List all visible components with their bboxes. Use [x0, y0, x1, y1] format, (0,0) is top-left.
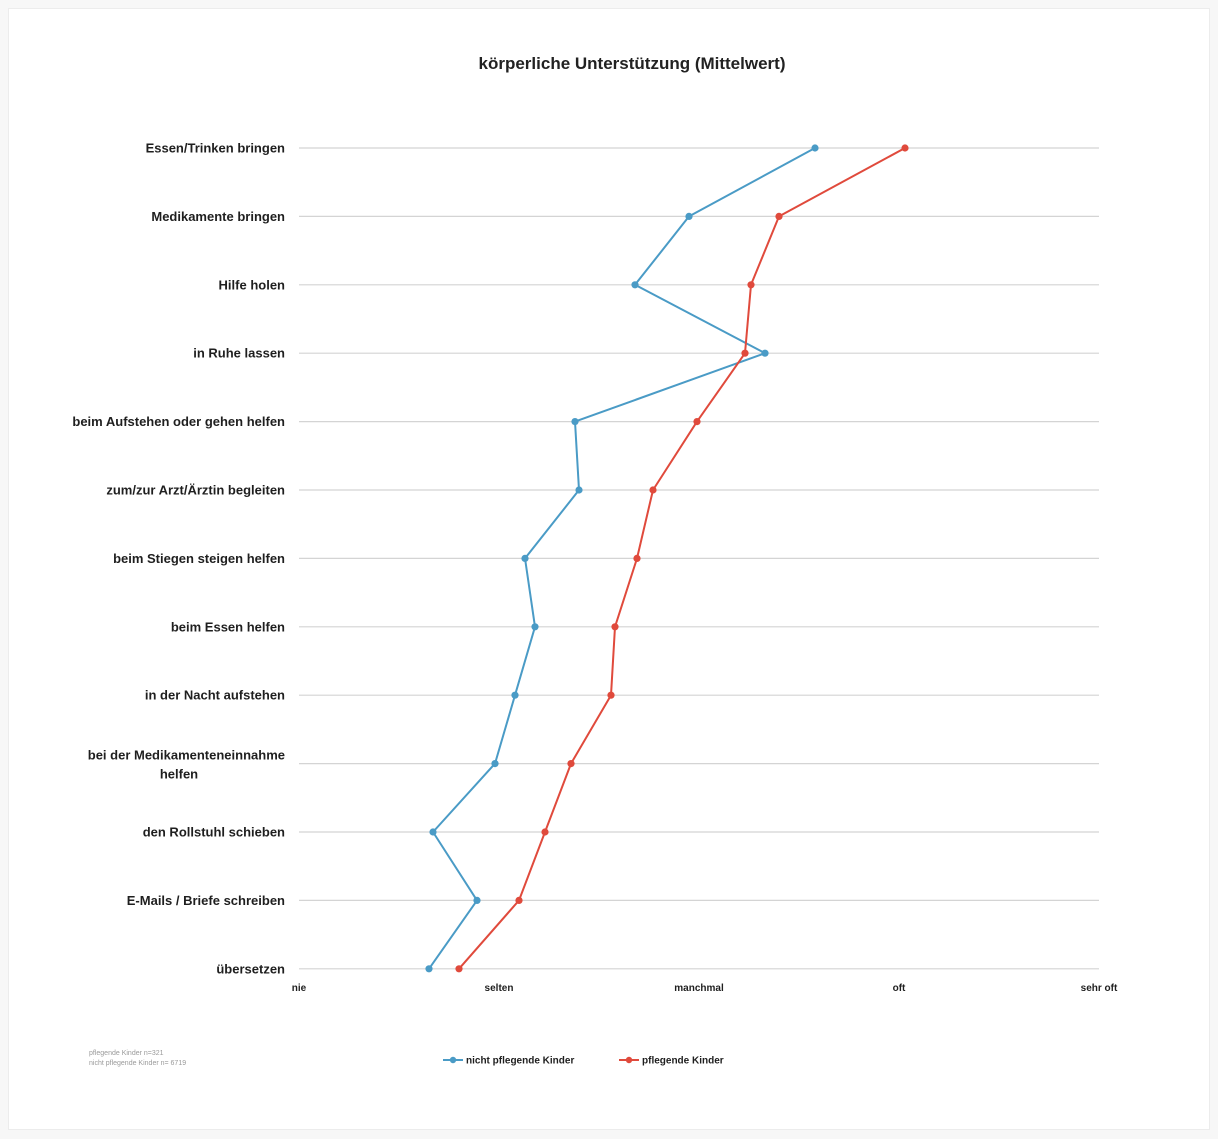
category-label: in Ruhe lassen — [193, 346, 285, 361]
data-series — [425, 144, 909, 973]
x-tick-label: sehr oft — [1081, 983, 1118, 994]
data-point — [685, 212, 693, 220]
category-label: zum/zur Arzt/Ärztin begleiten — [106, 483, 285, 498]
sample-size-text: nicht pflegende Kinder n= 6719 — [89, 1060, 186, 1067]
line-chart: körperliche Unterstützung (Mittelwert) E… — [72, 54, 1118, 1067]
data-point — [429, 828, 437, 836]
data-point — [607, 691, 615, 699]
data-point — [531, 623, 539, 631]
category-label: Essen/Trinken bringen — [146, 141, 285, 156]
data-point — [611, 623, 619, 631]
data-point — [455, 965, 463, 973]
sample-size-note: pflegende Kinder n=321 nicht pflegende Ki… — [89, 1050, 186, 1067]
chart-title: körperliche Unterstützung (Mittelwert) — [479, 54, 786, 73]
category-label: den Rollstuhl schieben — [143, 825, 285, 840]
category-label: beim Stiegen steigen helfen — [113, 551, 285, 566]
x-tick-label: selten — [485, 983, 514, 994]
data-point — [631, 281, 639, 289]
data-point — [775, 212, 783, 220]
data-point — [741, 349, 749, 357]
data-point — [491, 760, 499, 768]
data-point — [811, 144, 819, 152]
legend-marker — [625, 1056, 633, 1064]
chart-card: körperliche Unterstützung (Mittelwert) E… — [8, 8, 1210, 1130]
category-label: Hilfe holen — [219, 277, 286, 292]
category-label: E-Mails / Briefe schreiben — [127, 893, 285, 908]
category-label: Medikamente bringen — [151, 209, 285, 224]
data-point — [515, 896, 523, 905]
data-point — [511, 691, 519, 699]
x-axis-ticks: nie selten manchmal oft sehr oft — [292, 983, 1118, 994]
x-tick-label: nie — [292, 983, 307, 994]
data-point — [575, 486, 583, 494]
category-labels: Essen/Trinken bringen Medikamente bringen… — [72, 141, 285, 977]
sample-size-text: pflegende Kinder n=321 — [89, 1050, 164, 1057]
data-point — [693, 418, 701, 426]
x-tick-label: manchmal — [674, 983, 724, 994]
data-point — [567, 760, 575, 768]
data-point — [571, 418, 579, 426]
gridlines — [299, 147, 1099, 970]
data-point — [521, 554, 529, 563]
category-label: bei der Medikamenteneinnahme helfen — [88, 748, 285, 782]
legend-marker — [449, 1056, 457, 1064]
category-label: übersetzen — [216, 961, 285, 976]
data-point — [473, 896, 481, 905]
data-point — [633, 554, 641, 563]
category-label: in der Nacht aufstehen — [145, 688, 285, 703]
x-tick-label: oft — [893, 983, 906, 994]
data-point — [761, 349, 769, 357]
data-point — [425, 965, 433, 973]
data-point — [649, 486, 657, 494]
data-point — [901, 144, 909, 152]
data-point — [541, 828, 549, 836]
legend-label: pflegende Kinder — [642, 1056, 724, 1067]
legend-label: nicht pflegende Kinder — [466, 1056, 574, 1067]
category-label: beim Aufstehen oder gehen helfen — [72, 414, 285, 429]
data-point — [747, 281, 755, 289]
legend: nicht pflegende Kinder pflegende Kinder — [443, 1056, 724, 1067]
category-label: beim Essen helfen — [171, 619, 285, 634]
